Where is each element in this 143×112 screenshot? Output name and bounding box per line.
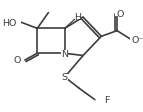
- Bar: [115, 11, 122, 17]
- Bar: [15, 58, 23, 63]
- Bar: [75, 16, 80, 20]
- Text: O: O: [117, 10, 124, 18]
- Bar: [130, 38, 140, 43]
- Bar: [61, 74, 68, 80]
- Bar: [100, 97, 106, 102]
- Text: HO: HO: [2, 18, 16, 27]
- Text: S: S: [62, 73, 68, 82]
- Text: O⁻: O⁻: [131, 36, 143, 45]
- Text: O: O: [14, 55, 21, 64]
- Bar: [11, 20, 21, 26]
- Text: H: H: [74, 13, 81, 22]
- Text: N: N: [61, 49, 68, 58]
- Bar: [61, 51, 68, 57]
- Text: F: F: [105, 95, 110, 104]
